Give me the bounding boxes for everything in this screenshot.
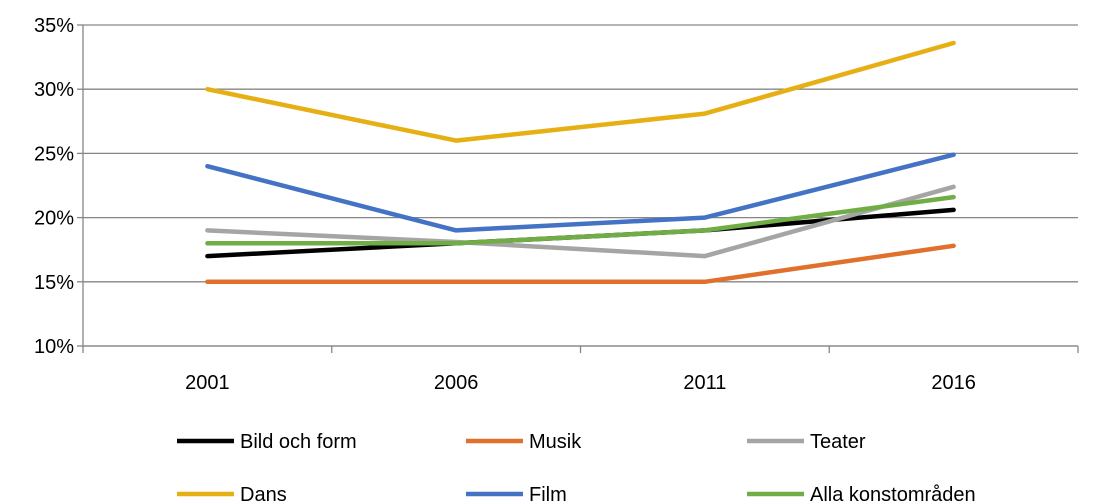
x-tick-label: 2006 — [434, 372, 479, 394]
legend-label: Alla konstområden — [810, 484, 976, 504]
legend-label: Dans — [240, 484, 287, 504]
series-line-3 — [205, 40, 956, 143]
y-tick-label: 35% — [34, 15, 74, 37]
x-tick-label: 2011 — [683, 372, 726, 394]
series-line-2 — [205, 184, 956, 259]
gridlines — [83, 24, 1078, 347]
y-tick-label: 15% — [34, 272, 74, 294]
legend-label: Film — [529, 484, 567, 504]
x-tick-label: 2001 — [185, 372, 230, 394]
y-tick-label: 30% — [34, 79, 74, 101]
series-lines — [205, 40, 956, 285]
legend: Bild och form Musik Teater Dans Film Alla kon… — [177, 431, 976, 504]
y-tick-label: 25% — [34, 143, 74, 165]
legend-label: Musik — [529, 431, 582, 453]
legend-label: Bild och form — [240, 431, 357, 453]
y-tick-label: 10% — [34, 336, 74, 358]
y-tick-label: 20% — [34, 208, 74, 230]
series-line-5 — [205, 194, 956, 246]
legend-label: Teater — [810, 431, 866, 453]
series-line-1 — [205, 243, 956, 285]
axes — [77, 24, 1079, 353]
x-axis-tick-labels: 2001 2006 2011 2016 — [185, 372, 976, 394]
y-axis-tick-labels: 10% 15% 20% 25% 30% 35% — [34, 15, 74, 358]
x-tick-label: 2016 — [931, 372, 976, 394]
series-line-4 — [205, 152, 956, 233]
